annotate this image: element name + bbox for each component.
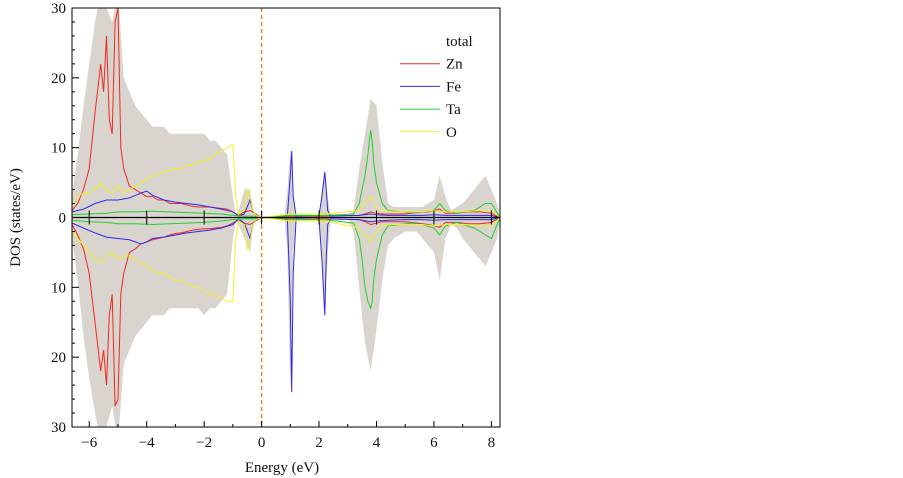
y-tick-label: 20 bbox=[51, 71, 66, 87]
y-tick-label: 30 bbox=[51, 1, 66, 17]
x-tick-label: 0 bbox=[258, 435, 266, 451]
legend-ta-label: Ta bbox=[446, 102, 461, 118]
series-ta-spin-up bbox=[72, 130, 500, 219]
series-o-spin-up bbox=[72, 143, 500, 219]
legend: total Zn Fe Ta O bbox=[400, 34, 473, 141]
legend-o-label: O bbox=[446, 125, 457, 141]
legend-zn-label: Zn bbox=[446, 57, 463, 73]
x-tick-label: −6 bbox=[81, 435, 97, 451]
y-tick-label: 10 bbox=[51, 280, 66, 296]
x-tick-label: 4 bbox=[373, 435, 381, 451]
y-tick-label: 20 bbox=[51, 350, 66, 366]
y-axis-title: DOS (states/eV) bbox=[8, 168, 24, 267]
ticks-layer: −6 −4 −2 0 2 4 6 8 30 20 10 0 10 20 30 bbox=[51, 1, 495, 451]
y-tick-label: 30 bbox=[51, 420, 66, 436]
series-ta-spin-down bbox=[72, 216, 500, 311]
x-tick-label: 2 bbox=[315, 435, 323, 451]
y-tick-label: 0 bbox=[59, 211, 67, 227]
x-tick-label: −4 bbox=[139, 435, 155, 451]
x-tick-label: 8 bbox=[488, 435, 496, 451]
series-zn-spin-down bbox=[72, 216, 500, 407]
legend-fe-label: Fe bbox=[446, 79, 461, 95]
series-o-spin-down bbox=[72, 216, 500, 302]
x-axis-title: Energy (eV) bbox=[245, 460, 319, 476]
x-tick-label: −2 bbox=[196, 435, 212, 451]
y-tick-label: 10 bbox=[51, 141, 66, 157]
series-layer bbox=[72, 8, 500, 427]
legend-total-label: total bbox=[446, 34, 473, 50]
x-tick-label: 6 bbox=[430, 435, 438, 451]
